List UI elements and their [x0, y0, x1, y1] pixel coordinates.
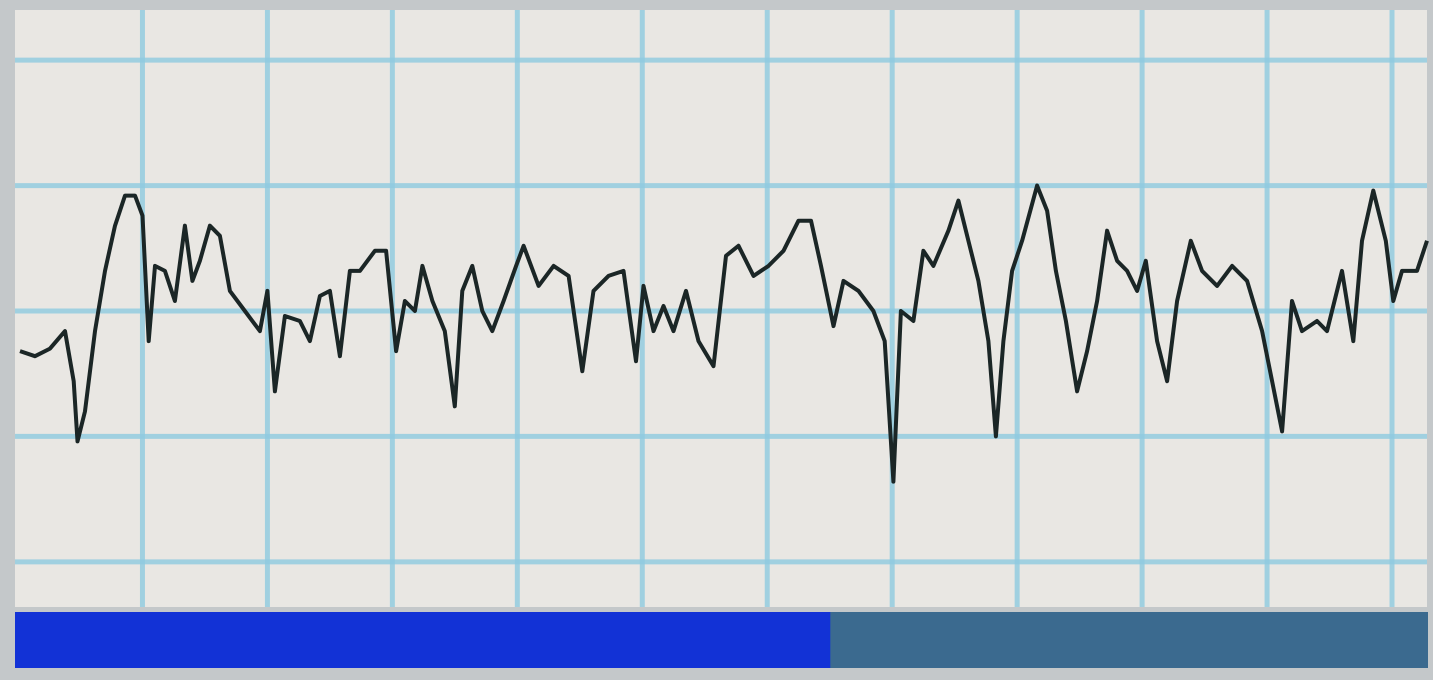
progress-fill — [15, 612, 831, 668]
trace — [19, 183, 1429, 484]
